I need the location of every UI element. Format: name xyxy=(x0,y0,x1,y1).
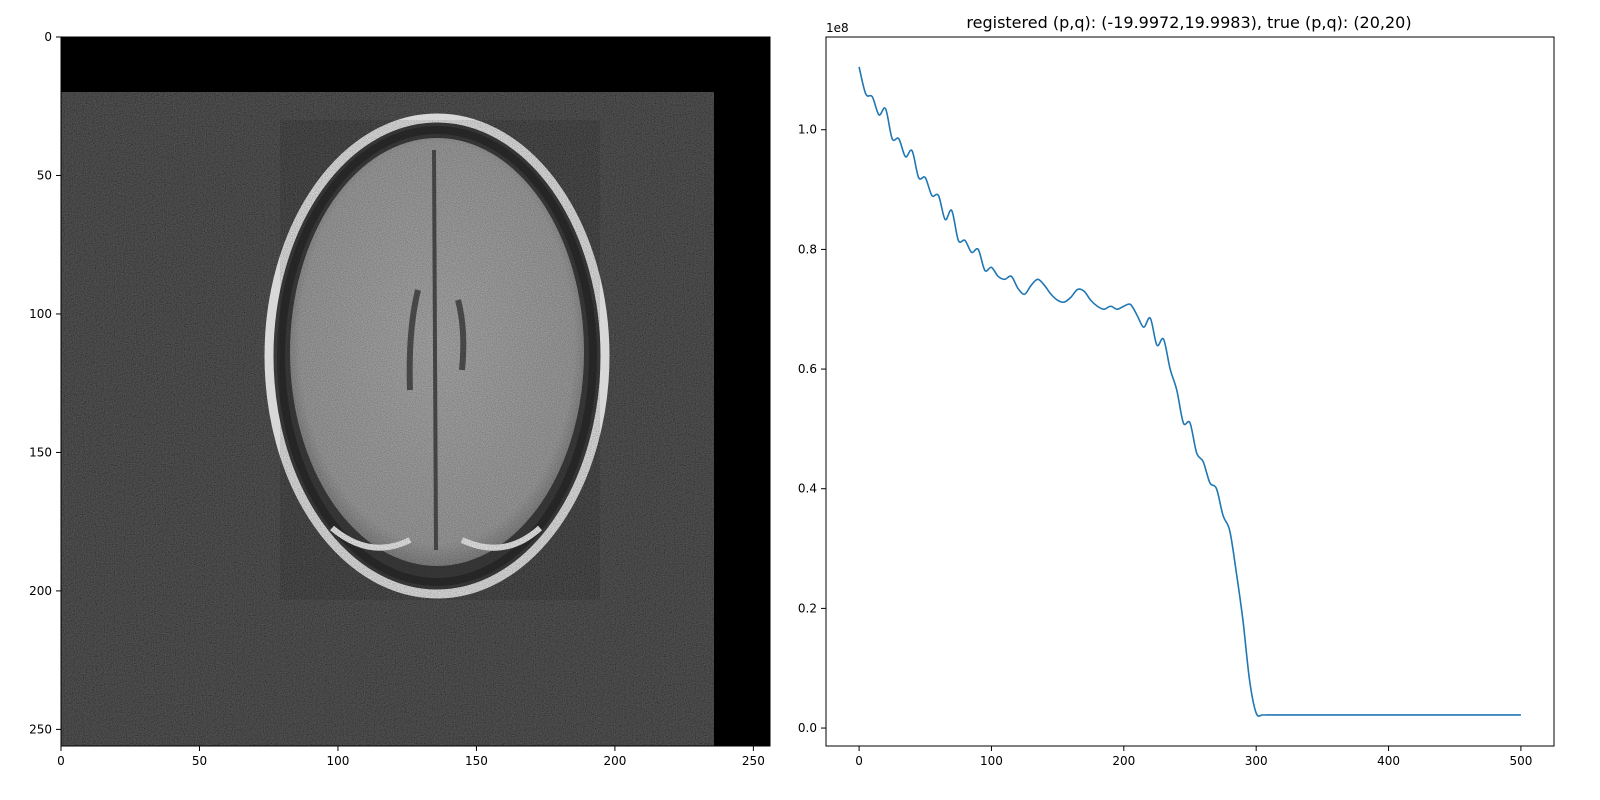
image-y-ticks: 0 50 100 150 200 250 xyxy=(29,30,61,736)
y-tick-label: 0 xyxy=(44,30,52,44)
image-x-ticks: 0 50 100 150 200 250 xyxy=(57,746,765,768)
x-tick-label: 100 xyxy=(327,754,350,768)
y-tick-label: 1.0 xyxy=(798,123,817,137)
x-tick-label: 200 xyxy=(1112,754,1135,768)
x-tick-label: 250 xyxy=(742,754,765,768)
x-tick-label: 150 xyxy=(465,754,488,768)
plot-x-ticks: 0 100 200 300 400 500 xyxy=(855,746,1532,768)
x-tick-label: 200 xyxy=(603,754,626,768)
x-tick-label: 500 xyxy=(1509,754,1532,768)
y-tick-label: 0.4 xyxy=(798,482,817,496)
x-tick-label: 100 xyxy=(980,754,1003,768)
y-tick-label: 100 xyxy=(29,307,52,321)
x-tick-label: 300 xyxy=(1245,754,1268,768)
y-tick-label: 0.6 xyxy=(798,362,817,376)
y-tick-label: 250 xyxy=(29,722,52,736)
y-offset-text: 1e8 xyxy=(826,21,849,35)
y-tick-label: 50 xyxy=(37,168,52,182)
y-tick-label: 150 xyxy=(29,445,52,459)
y-tick-label: 200 xyxy=(29,584,52,598)
x-tick-label: 0 xyxy=(57,754,65,768)
x-tick-label: 50 xyxy=(192,754,207,768)
line-plot-axes: registered (p,q): (-19.9972,19.9983), tr… xyxy=(798,13,1555,768)
x-tick-label: 0 xyxy=(855,754,863,768)
series-layer xyxy=(858,66,1521,717)
y-tick-label: 0.8 xyxy=(798,242,817,256)
mri-image xyxy=(61,37,770,746)
y-tick-label: 0.0 xyxy=(798,721,817,735)
y-tick-label: 0.2 xyxy=(798,601,817,615)
plot-title: registered (p,q): (-19.9972,19.9983), tr… xyxy=(966,13,1411,32)
plot-y-ticks: 0.0 0.2 0.4 0.6 0.8 1.0 xyxy=(798,123,826,735)
series-line-0 xyxy=(858,66,1521,717)
x-tick-label: 400 xyxy=(1377,754,1400,768)
image-axes: 0 50 100 150 200 250 0 50 100 150 200 250 xyxy=(29,30,771,768)
